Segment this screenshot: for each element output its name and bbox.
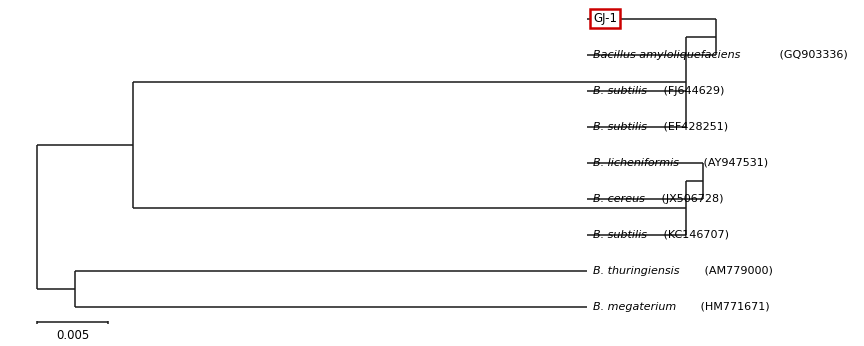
Text: (GQ903336): (GQ903336) — [777, 49, 848, 60]
Text: GJ-1: GJ-1 — [594, 12, 617, 25]
Text: (EF428251): (EF428251) — [660, 121, 728, 131]
Text: B. thuringiensis: B. thuringiensis — [594, 265, 680, 275]
Text: (KC146707): (KC146707) — [660, 229, 729, 239]
Text: (FJ644629): (FJ644629) — [660, 85, 725, 95]
Text: (AY947531): (AY947531) — [700, 157, 768, 167]
Text: B. subtilis: B. subtilis — [594, 85, 647, 95]
Text: B. subtilis: B. subtilis — [594, 121, 647, 131]
Text: Bacillus amyloliquefaciens: Bacillus amyloliquefaciens — [594, 49, 740, 60]
Text: B. subtilis: B. subtilis — [594, 229, 647, 239]
Text: B. cereus: B. cereus — [594, 193, 645, 203]
Text: B. megaterium: B. megaterium — [594, 301, 677, 311]
Text: (JX506728): (JX506728) — [658, 193, 723, 203]
Text: 0.005: 0.005 — [56, 329, 90, 342]
Text: (HM771671): (HM771671) — [696, 301, 769, 311]
Text: (AM779000): (AM779000) — [701, 265, 772, 275]
Text: B. licheniformis: B. licheniformis — [594, 157, 679, 167]
